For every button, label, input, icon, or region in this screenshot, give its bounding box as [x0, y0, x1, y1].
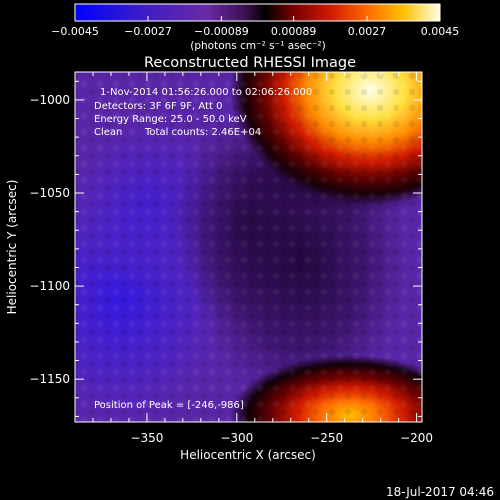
colorbar-tick-label: −0.0045 [51, 25, 99, 38]
x-axis-label: Heliocentric X (arcsec) [180, 448, 316, 462]
plot-frame [74, 71, 423, 423]
colorbar-gradient [75, 4, 440, 21]
heatmap-image [75, 72, 422, 422]
colorbar-tick-label: 0.0045 [421, 25, 460, 38]
x-axis-ticks: −350 −300 −250 −200 [92, 72, 433, 445]
y-axis-label: Heliocentric Y (arcsec) [5, 180, 19, 315]
colorbar-unit-label: (photons cm⁻² s⁻¹ asec⁻²) [190, 40, 325, 52]
colorbar-tick-label: −0.00089 [194, 25, 249, 38]
pixel-mottle [75, 72, 422, 422]
colorbar-frame [74, 3, 441, 22]
annotation-time-range: 1-Nov-2014 01:56:26.000 to 02:06:26.000 [100, 87, 312, 98]
x-tick-label: −200 [400, 431, 433, 445]
colorbar: −0.0045 −0.0027 −0.00089 0.00089 0.0027 0.004… [51, 3, 460, 52]
y-tick-label: −1100 [29, 279, 70, 293]
y-tick-label: −1150 [29, 372, 70, 386]
y-axis-ticks: −1000 −1050 −1100 −1150 [29, 80, 422, 417]
footer-date: 18-Jul-2017 04:46 [386, 485, 494, 499]
colorbar-tick-label: 0.0027 [348, 25, 387, 38]
annotation-detectors: Detectors: 3F 6F 9F, Att 0 [94, 101, 222, 112]
y-tick-label: −1050 [29, 186, 70, 200]
colorbar-tick-label: 0.00089 [271, 25, 317, 38]
annotation-clean: Clean [94, 127, 122, 138]
y-tick-label: −1000 [29, 93, 70, 107]
colorbar-ticks: −0.0045 −0.0027 −0.00089 0.00089 0.0027 0.004… [51, 3, 460, 38]
annotation-energy: Energy Range: 25.0 - 50.0 keV [94, 114, 247, 125]
x-tick-label: −300 [220, 431, 253, 445]
colorbar-tick-label: −0.0027 [124, 25, 172, 38]
chart-title: Reconstructed RHESSI Image [144, 55, 356, 71]
annotation-total-counts: Total counts: 2.46E+04 [144, 127, 261, 138]
x-tick-label: −250 [310, 431, 343, 445]
annotation-peak-position: Position of Peak = [-246,-986] [94, 400, 244, 411]
x-tick-label: −350 [130, 431, 163, 445]
